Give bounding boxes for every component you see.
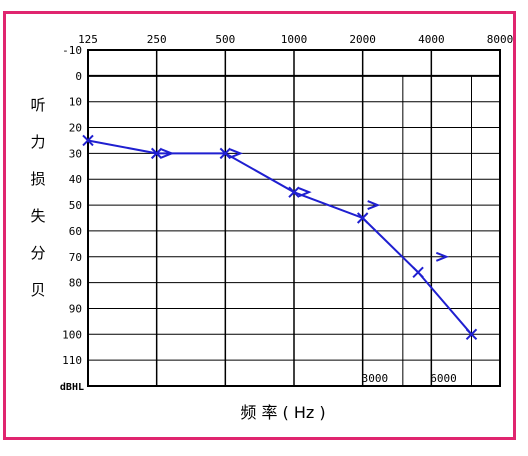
x-tick-label: 8000	[487, 33, 514, 46]
x-tick-label: 1000	[281, 33, 308, 46]
y-tick-label: 10	[69, 96, 82, 109]
y-tick-label: 0	[75, 70, 82, 83]
y-tick-label: 40	[69, 173, 82, 186]
x-marker	[465, 328, 478, 341]
y-tick-label: 50	[69, 199, 82, 212]
y-tick-label: 60	[69, 225, 82, 238]
x-marker	[219, 147, 232, 160]
bone-marker	[435, 251, 450, 262]
y-tick-label: 100	[62, 328, 82, 341]
x-marker	[150, 147, 163, 160]
y-tick-label: -10	[62, 44, 82, 57]
x-marker	[288, 186, 300, 198]
series-line	[87, 139, 473, 335]
y-tick-label: 110	[62, 354, 82, 367]
x-tick-label-bottom: 6000	[430, 372, 457, 385]
y-tick-label: 70	[69, 251, 82, 264]
bone-marker	[367, 200, 381, 211]
x-tick-label: 125	[78, 33, 98, 46]
y-tick-label: 30	[69, 147, 82, 160]
x-tick-label: 500	[215, 33, 235, 46]
x-marker	[356, 212, 369, 224]
x-tick-label: 250	[147, 33, 167, 46]
y-tick-label: 80	[69, 277, 82, 290]
y-axis-label-char: 力	[30, 133, 45, 151]
y-axis-label-char: 分	[30, 244, 45, 262]
bone-marker	[161, 148, 175, 159]
x-marker	[82, 134, 94, 147]
x-axis-label: 频 率 ( Hz )	[240, 403, 325, 422]
y-tick-label: 90	[69, 302, 82, 315]
bone-marker	[298, 187, 312, 198]
bone-marker	[229, 148, 244, 159]
y-axis-label-char: 贝	[30, 281, 45, 299]
x-tick-label: 2000	[349, 33, 376, 46]
x-marker	[412, 266, 424, 278]
y-axis-label-char: 听	[30, 96, 45, 114]
y-axis-label-char: 损	[30, 170, 45, 188]
y-axis-label-char: 失	[30, 207, 45, 225]
x-tick-label-bottom: 3000	[362, 372, 389, 385]
x-tick-label: 4000	[418, 33, 445, 46]
y-tick-label: 20	[69, 122, 82, 135]
y-unit-label: dBHL	[60, 382, 84, 393]
